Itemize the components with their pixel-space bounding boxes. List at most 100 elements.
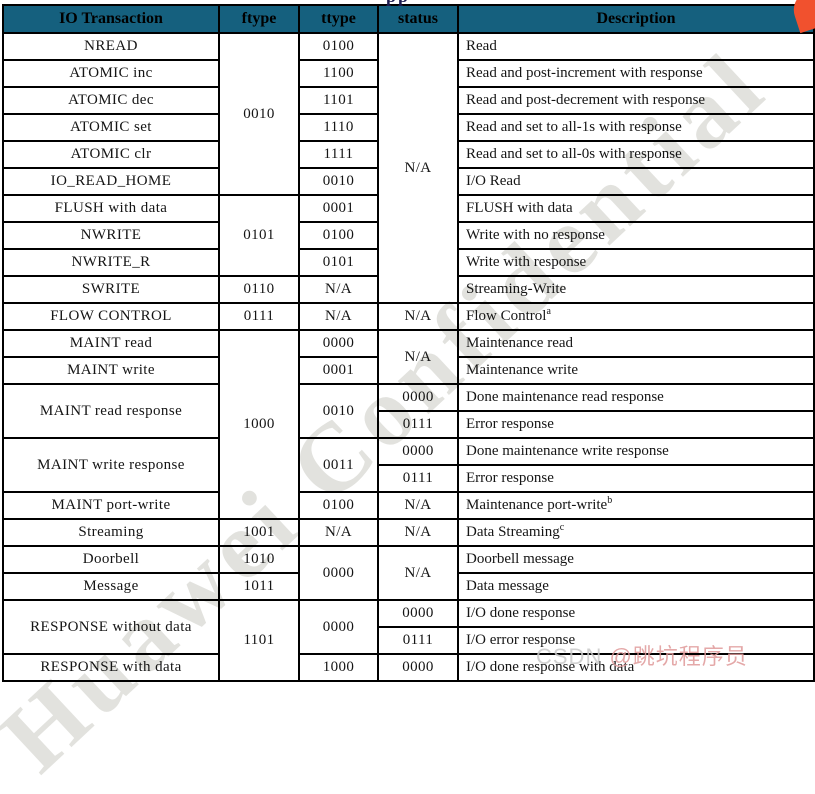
description-cell: Data Streamingc [457,518,815,547]
description-cell: I/O done response with data [457,653,815,682]
ftype-cell: 0110 [218,275,300,304]
transaction-cell: RESPONSE without data [2,599,220,655]
table-row: FLOW CONTROL 0111 N/A N/A Flow Controla [2,302,815,331]
status-cell: N/A [377,302,459,331]
description-cell: Done maintenance write response [457,437,815,466]
column-header-status: status [377,4,459,34]
status-cell: 0111 [377,626,459,655]
table-row: Streaming 1001 N/A N/A Data Streamingc [2,518,815,547]
ttype-cell: 0100 [298,221,379,250]
footnote-marker: b [607,495,613,506]
description-cell: Streaming-Write [457,275,815,304]
table-row: SWRITE 0110 N/A Streaming-Write [2,275,815,304]
ttype-cell: 0000 [298,329,379,358]
transaction-cell: MAINT read [2,329,220,358]
ttype-cell: 0101 [298,248,379,277]
transaction-cell: FLOW CONTROL [2,302,220,331]
ftype-cell: 1001 [218,518,300,547]
status-cell: N/A [377,545,459,601]
clipped-title-fragment: pp [386,0,410,7]
description-cell: Error response [457,410,815,439]
transaction-cell: MAINT write response [2,437,220,493]
description-cell: Maintenance port-writeb [457,491,815,520]
ftype-cell: 0101 [218,194,300,277]
ttype-cell: 1110 [298,113,379,142]
ftype-cell: 1010 [218,545,300,574]
table-row: RESPONSE without data 1101 0000 0000 I/O don… [2,599,815,682]
table-row: ATOMIC set 1110 Read and set to all-1s wit… [2,113,815,142]
transaction-cell: ATOMIC inc [2,59,220,88]
description-cell: Write with no response [457,221,815,250]
description-cell: Flow Controla [457,302,815,331]
transaction-cell: NWRITE [2,221,220,250]
footnote-marker: c [559,522,565,533]
ftype-cell: 1000 [218,329,300,520]
ftype-cell: 0111 [218,302,300,331]
description-cell: Doorbell message [457,545,815,574]
status-cell: N/A [377,329,459,385]
table-row: 0111 Error response [3,410,815,439]
table-row: NWRITE 0100 Write with no response [2,221,815,250]
ttype-cell: 1101 [298,86,379,115]
column-header-description: Description [457,4,815,34]
footnote-marker: a [546,306,551,317]
description-cell: Maintenance read [457,329,815,358]
table-row: MAINT read response 0010 0000 Done maintena… [2,383,815,439]
transaction-cell: ATOMIC clr [2,140,220,169]
column-header-ftype: ftype [218,4,300,34]
ttype-cell: 0000 [298,599,379,655]
description-cell: Read [457,32,815,61]
description-cell: I/O error response [457,626,815,655]
table-row: MAINT write response 0011 0000 Done mainten… [2,437,815,493]
ttype-cell: 0000 [298,545,379,601]
ttype-cell: 0010 [298,383,379,439]
table-row: 0111 Error response [3,464,815,493]
column-header-transaction: IO Transaction [2,4,220,34]
transaction-cell: SWRITE [2,275,220,304]
description-cell: Done maintenance read response [457,383,815,412]
table-row: RESPONSE with data 1000 0000 I/O done respo… [2,653,815,682]
description-cell: Read and post-decrement with response [457,86,815,115]
table-row: MAINT write 0001 Maintenance write [2,356,815,385]
transaction-cell: NREAD [2,32,220,61]
table-row: ATOMIC dec 1101 Read and post-decrement wi… [2,86,815,115]
table-row: MAINT port-write 0100 N/A Maintenance port-… [2,491,815,520]
description-cell: Maintenance write [457,356,815,385]
status-cell: 0111 [377,464,459,493]
table-row: MAINT read 1000 0000 N/A Maintenance read [2,329,815,520]
transaction-cell: ATOMIC dec [2,86,220,115]
ttype-cell: N/A [298,518,379,547]
transaction-cell: MAINT port-write [2,491,220,520]
transaction-cell: Message [2,572,220,601]
ftype-cell: 0010 [218,32,300,196]
status-cell: N/A [377,32,459,304]
io-transaction-table: IO Transaction ftype ttype status Descriptio… [2,4,815,682]
description-cell: I/O done response [457,599,815,628]
status-cell: 0111 [377,410,459,439]
description-cell: Read and post-increment with response [457,59,815,88]
transaction-cell: Doorbell [2,545,220,574]
ttype-cell: N/A [298,275,379,304]
ttype-cell: 1000 [298,653,379,682]
description-cell: Data message [457,572,815,601]
description-cell: Write with response [457,248,815,277]
transaction-cell: FLUSH with data [2,194,220,223]
status-cell: 0000 [377,437,459,466]
ttype-cell: 1100 [298,59,379,88]
transaction-cell: NWRITE_R [2,248,220,277]
description-cell: Error response [457,464,815,493]
status-cell: N/A [377,491,459,520]
ttype-cell: 0011 [298,437,379,493]
ttype-cell: 0001 [298,194,379,223]
transaction-cell: IO_READ_HOME [2,167,220,196]
ttype-cell: N/A [298,302,379,331]
transaction-cell: ATOMIC set [2,113,220,142]
transaction-cell: MAINT write [2,356,220,385]
table-row: 0111 I/O error response [3,626,815,655]
ttype-cell: 0100 [298,32,379,61]
description-cell: Read and set to all-1s with response [457,113,815,142]
ttype-cell: 0100 [298,491,379,520]
status-cell: 0000 [377,653,459,682]
ttype-cell: 0001 [298,356,379,385]
description-cell: I/O Read [457,167,815,196]
